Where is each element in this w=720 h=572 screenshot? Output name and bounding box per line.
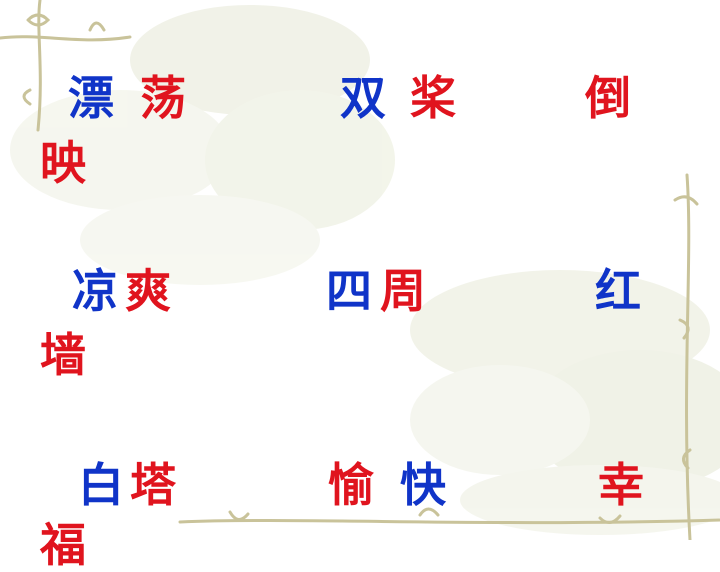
- char-shuang2: 爽: [125, 264, 171, 318]
- char-dao: 倒: [585, 71, 631, 125]
- char-si: 四: [326, 264, 372, 318]
- char-qiang: 墙: [40, 328, 86, 382]
- char-yu: 愉: [328, 458, 374, 512]
- char-shuang: 双: [340, 71, 386, 125]
- slide-background: [0, 0, 720, 540]
- char-xing: 幸: [598, 458, 644, 512]
- char-fu: 福: [40, 518, 86, 572]
- char-jiang: 桨: [410, 71, 456, 125]
- char-liang: 凉: [72, 264, 118, 318]
- char-hong: 红: [595, 264, 641, 318]
- char-ying: 映: [40, 136, 86, 190]
- char-bai: 白: [78, 458, 124, 512]
- char-ta: 塔: [130, 458, 176, 512]
- char-piao: 漂: [68, 71, 114, 125]
- char-zhou: 周: [380, 264, 426, 318]
- char-kuai: 快: [400, 458, 446, 512]
- faint-flower-watermark-icon: [10, 5, 720, 535]
- vine-border-icon: [0, 0, 720, 540]
- char-dang: 荡: [140, 71, 186, 125]
